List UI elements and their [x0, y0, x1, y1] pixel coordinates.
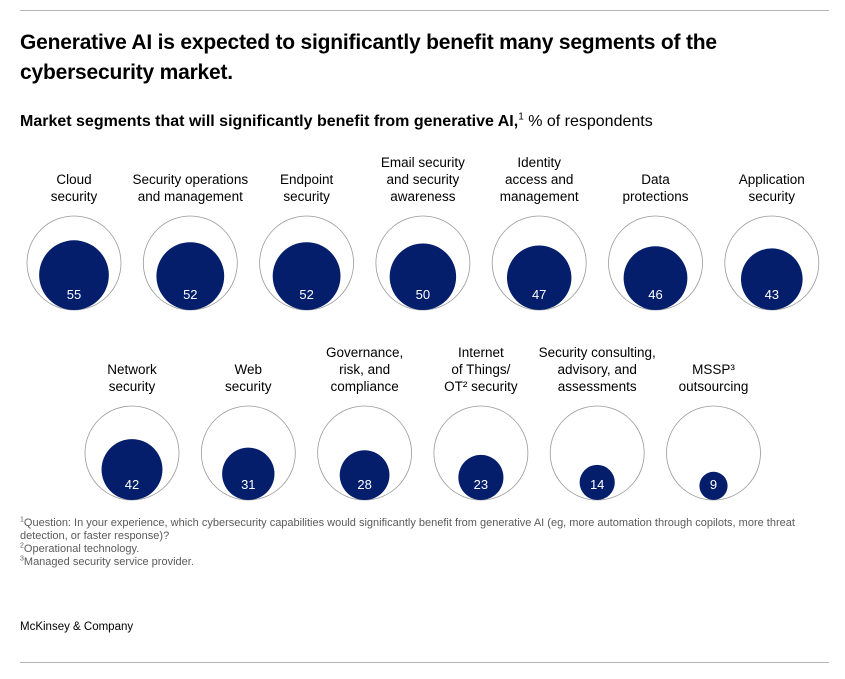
value-label: 46: [648, 287, 662, 302]
category-label: assessments: [558, 379, 637, 394]
category-label: advisory, and: [558, 362, 637, 377]
subtitle-bold: Market segments that will significantly …: [20, 113, 519, 130]
value-label: 43: [765, 287, 779, 302]
footnote-2: 2Operational technology.: [20, 542, 140, 555]
category-label: outsourcing: [679, 379, 749, 394]
category-label: MSSP³: [692, 362, 735, 377]
bubble-group: 14 Security consulting, advisory, and asses…: [539, 345, 656, 501]
bubble-fill: [272, 242, 341, 310]
bubble-group: 46 Data protections: [608, 172, 703, 311]
category-label: and security: [387, 172, 460, 187]
category-label: compliance: [330, 379, 398, 394]
value-label: 42: [125, 477, 139, 492]
category-label: security: [749, 189, 796, 204]
category-label: Endpoint: [280, 172, 334, 187]
category-label: Identity: [517, 155, 561, 170]
bubble-outline: [26, 215, 122, 311]
bubble-fill: [623, 246, 688, 310]
category-label: OT² security: [444, 379, 518, 394]
chart-subtitle: Market segments that will significantly …: [20, 112, 653, 132]
value-label: 9: [710, 477, 717, 492]
bubble-group: 52 Endpoint security: [259, 172, 355, 311]
bubble-group: 31 Web security: [200, 362, 296, 501]
bubble-group: 43 Application security: [724, 172, 820, 311]
value-label: 47: [532, 287, 546, 302]
category-label: security: [51, 189, 98, 204]
category-label: awareness: [390, 189, 456, 204]
bubble-group: 50 Email security and security awareness: [375, 155, 471, 311]
bubble-fill: [222, 447, 275, 500]
bubble-outline: [200, 405, 296, 501]
category-label: Application: [739, 172, 805, 187]
footnotes: 1Question: In your experience, which cyb…: [20, 516, 825, 569]
bubble-fill: [156, 242, 225, 310]
bubble-outline: [608, 215, 703, 311]
bubble-group: 55 Cloud security: [26, 172, 122, 311]
bubble-outline: [666, 405, 761, 501]
bubble-chart: 55 Cloud security 52 Security operations and …: [26, 155, 820, 501]
value-label: 14: [590, 477, 604, 492]
bubble-group: 47 Identity access and management: [491, 155, 587, 311]
bubble-group: 9 MSSP³ outsourcing: [666, 362, 761, 501]
category-label: Network: [107, 362, 157, 377]
category-label: Security consulting,: [539, 345, 656, 360]
category-label: management: [500, 189, 579, 204]
category-label: Web: [235, 362, 263, 377]
category-label: of Things/: [451, 362, 510, 377]
value-label: 52: [183, 287, 197, 302]
bubble-fill: [579, 464, 615, 500]
bottom-rule: [20, 662, 829, 663]
value-label: 31: [241, 477, 255, 492]
category-label: Cloud: [56, 172, 91, 187]
bubble-group: 28 Governance, risk, and compliance: [317, 345, 413, 501]
bubble-fill: [458, 454, 504, 500]
category-label: risk, and: [339, 362, 390, 377]
category-label: security: [283, 189, 330, 204]
bubble-fill: [39, 240, 109, 310]
category-label: Security operations: [133, 172, 249, 187]
bubble-outline: [491, 215, 587, 311]
category-label: Email security: [381, 155, 465, 170]
subtitle-unit: % of respondents: [523, 113, 653, 130]
subtitle-footnote-marker: 1: [518, 111, 524, 123]
chart-title: Generative AI is expected to significant…: [20, 31, 717, 84]
bubble-fill: [339, 450, 390, 500]
value-label: 23: [474, 477, 488, 492]
bubble-fill: [101, 439, 163, 500]
category-label: security: [225, 379, 272, 394]
bubble-group: 23 Internet of Things/OT² security: [433, 345, 529, 501]
category-label: Governance,: [326, 345, 403, 360]
value-label: 28: [357, 477, 371, 492]
category-label: and management: [138, 189, 243, 204]
bubble-fill: [389, 243, 457, 310]
category-label: Internet: [458, 345, 504, 360]
category-label: protections: [622, 189, 688, 204]
category-label: access and: [505, 172, 573, 187]
bubble-fill: [506, 245, 572, 310]
top-rule: [20, 10, 829, 11]
bubble-fill: [740, 248, 803, 310]
category-label: security: [109, 379, 156, 394]
bubble-group: 42 Network security: [84, 362, 180, 501]
footnote-1: 1Question: In your experience, which cyb…: [20, 516, 795, 542]
bubble-fill: [699, 471, 728, 500]
bubble-group: 52 Security operations and management: [133, 172, 249, 311]
value-label: 55: [67, 287, 81, 302]
footnote-3: 3Managed security service provider.: [20, 555, 194, 568]
value-label: 50: [416, 287, 430, 302]
category-label: Data: [641, 172, 670, 187]
value-label: 52: [299, 287, 313, 302]
source-credit: McKinsey & Company: [20, 621, 134, 633]
